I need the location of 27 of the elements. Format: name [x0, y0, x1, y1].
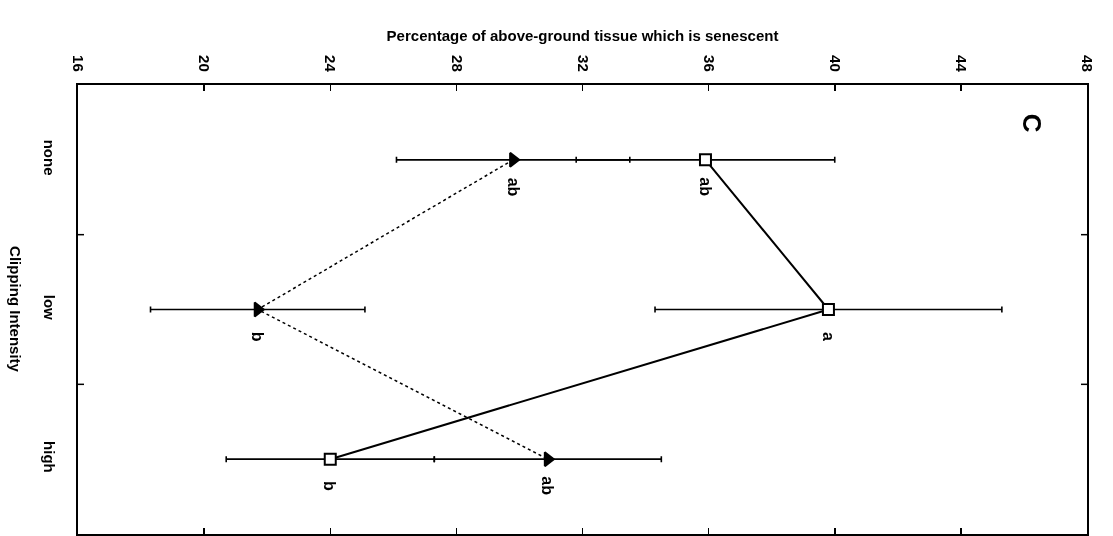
x-tick-label: 32: [574, 55, 592, 72]
annotation: a: [819, 332, 837, 342]
y-axis-title: Clipping Intensity: [6, 246, 24, 373]
x-tick-label: 28: [448, 55, 466, 72]
point: [509, 151, 521, 168]
point: [821, 303, 835, 316]
annotation: b: [321, 480, 339, 491]
x-tick-label: 48: [1079, 55, 1097, 72]
annotation: b: [249, 331, 267, 342]
annotation: ab: [697, 177, 715, 197]
y-tick-label: none: [41, 139, 58, 176]
point: [323, 452, 337, 466]
x-tick-label: 44: [953, 55, 971, 73]
x-tick-label: 20: [196, 55, 214, 72]
x-axis-title: Percentage of above-ground tissue which is senescent: [386, 26, 779, 44]
y-tick-label: high: [41, 441, 58, 473]
point: [543, 451, 555, 468]
point: [698, 153, 712, 167]
x-tick-label: 36: [700, 55, 718, 72]
annotation: C: [1016, 113, 1047, 133]
annotation: ab: [538, 476, 556, 496]
x-tick-label: 16: [70, 55, 88, 72]
point: [253, 301, 265, 318]
x-tick-label: 24: [322, 55, 340, 73]
x-tick-label: 40: [826, 55, 844, 72]
annotation: ab: [504, 177, 522, 197]
y-tick-label: low: [41, 294, 58, 321]
